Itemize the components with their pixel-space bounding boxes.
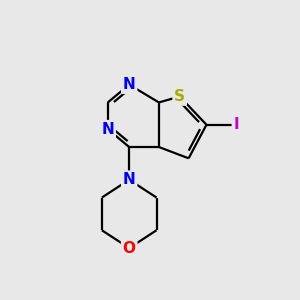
Text: N: N [123, 172, 136, 187]
Text: S: S [174, 89, 185, 104]
Text: O: O [123, 241, 136, 256]
Text: N: N [123, 77, 136, 92]
Text: N: N [101, 122, 114, 137]
Text: I: I [233, 117, 239, 132]
